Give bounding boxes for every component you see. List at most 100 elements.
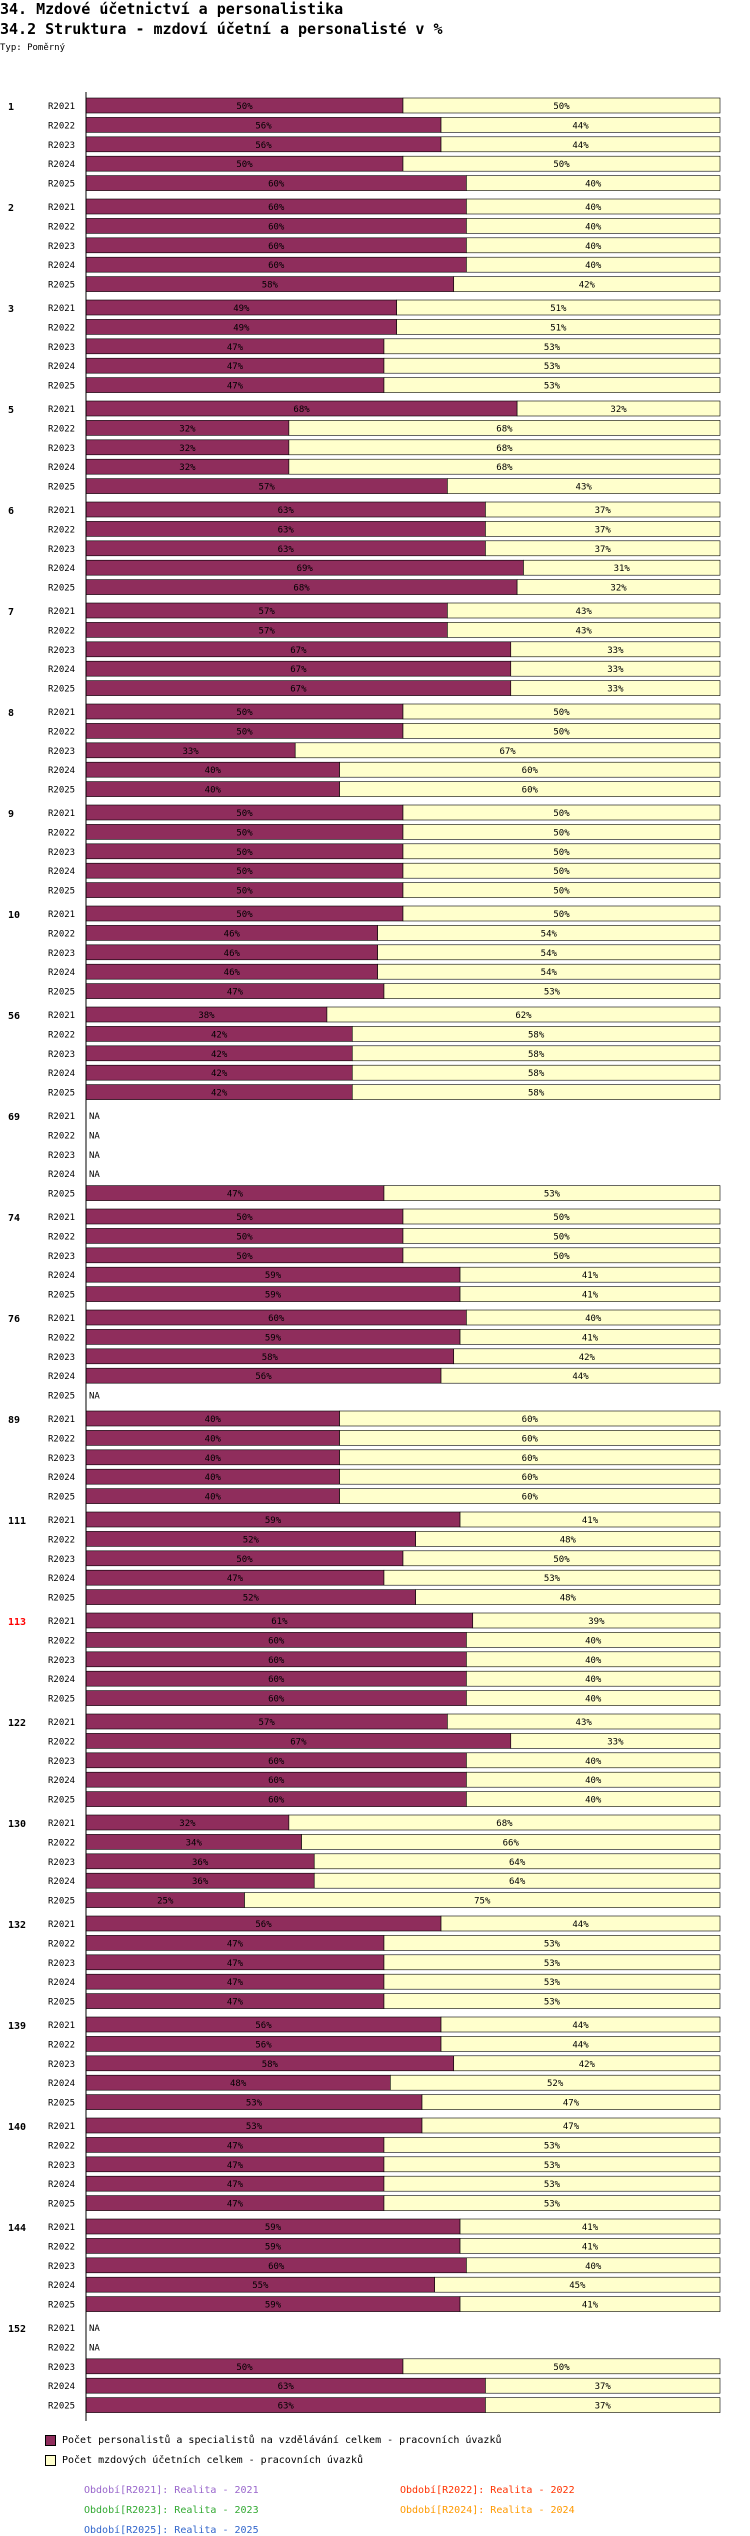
bar-segment-series2 — [440, 2016, 721, 2033]
data-label-series2: 50% — [553, 828, 570, 838]
period-label: R2023 — [48, 1252, 75, 1262]
data-label-series2: 53% — [544, 1939, 561, 1949]
period-label: R2025 — [48, 281, 75, 291]
data-label-series2: 52% — [547, 2079, 564, 2089]
period-label: R2022 — [48, 1636, 75, 1646]
period-label: R2021 — [48, 1112, 75, 1122]
data-label-series2: 53% — [544, 382, 561, 392]
data-label-series2: 40% — [585, 203, 602, 213]
bar-segment-series2 — [288, 420, 721, 436]
data-label-series2: 53% — [544, 1978, 561, 1988]
period-label: R2023 — [48, 2363, 75, 2373]
data-label-series1: 50% — [236, 1252, 253, 1262]
period-label: R2023 — [48, 1454, 75, 1464]
data-label-series1: 50% — [236, 828, 253, 838]
data-label-series1: 42% — [211, 1069, 228, 1079]
group-label-144: 144 — [8, 2223, 26, 2234]
data-label-series1: 59% — [265, 2223, 282, 2233]
page-subtitle: 34.2 Struktura - mzdoví účetní a persona… — [0, 20, 443, 38]
bar-segment-series2 — [339, 781, 721, 797]
period-label: R2024 — [48, 766, 75, 776]
data-label-series1: 50% — [236, 727, 253, 737]
data-label-series2: 66% — [503, 1838, 520, 1848]
period-label: R2025 — [48, 1392, 75, 1402]
data-label-series2: 37% — [595, 2382, 612, 2392]
data-label-series1: 49% — [233, 304, 250, 314]
data-label-series1: 47% — [227, 1978, 244, 1988]
data-label-series1: 50% — [236, 910, 253, 920]
period-label: R2021 — [48, 1819, 75, 1829]
data-label-series2: 60% — [522, 766, 539, 776]
bar-segment-series2 — [523, 559, 721, 576]
data-label-series2: 32% — [610, 584, 627, 594]
period-label: R2023 — [48, 1858, 75, 1868]
data-label-series1: 40% — [205, 1434, 222, 1444]
data-label-series1: 67% — [290, 665, 307, 675]
data-label-series2: 40% — [585, 1314, 602, 1324]
group-label-8: 8 — [8, 708, 14, 719]
data-label-series2: 53% — [544, 1959, 561, 1969]
bar-segment-series2 — [510, 1733, 721, 1749]
bar-segment-series2 — [402, 1550, 721, 1567]
data-label-series1: 58% — [262, 2060, 279, 2070]
data-label-series1: 47% — [227, 343, 244, 353]
data-label-series2: 43% — [576, 626, 593, 636]
period-legend-3: Období[R2023]: Realita - 2023 — [84, 2505, 259, 2516]
group-label-3: 3 — [8, 304, 14, 315]
bar-segment-series2 — [339, 1488, 721, 1504]
data-label-series1: 50% — [236, 2363, 253, 2373]
period-label: R2025 — [48, 584, 75, 594]
data-label-series1: 57% — [259, 483, 276, 493]
period-label: R2022 — [48, 2343, 75, 2353]
bar-segment-series2 — [510, 641, 721, 658]
data-label-series2: 41% — [582, 1291, 599, 1301]
period-label: R2022 — [48, 1838, 75, 1848]
period-label: R2022 — [48, 727, 75, 737]
period-label: R2022 — [48, 424, 75, 434]
period-label: R2021 — [48, 2021, 75, 2031]
data-label-series1: 47% — [227, 382, 244, 392]
data-label-series2: 40% — [585, 1675, 602, 1685]
data-label-series2: 39% — [588, 1617, 605, 1627]
bar-segment-series2 — [396, 299, 721, 316]
bar-segment-series2 — [459, 1286, 721, 1302]
data-label-series2: 53% — [544, 988, 561, 998]
data-label-series2: 40% — [585, 2262, 602, 2272]
period-label: R2023 — [48, 1151, 75, 1161]
bar-segment-series2 — [485, 501, 721, 518]
period-label: R2024 — [48, 564, 75, 574]
data-label-series2: 33% — [607, 1737, 624, 1747]
bar-segment-series2 — [447, 478, 721, 494]
bar-segment-series2 — [516, 400, 721, 417]
period-label: R2021 — [48, 203, 75, 213]
data-label-series2: 68% — [496, 1819, 513, 1829]
period-label: R2022 — [48, 121, 75, 131]
period-label: R2024 — [48, 1069, 75, 1079]
period-label: R2022 — [48, 2242, 75, 2252]
data-label-series1: 60% — [268, 222, 285, 232]
period-legend-5: Období[R2025]: Realita - 2025 — [84, 2525, 259, 2536]
data-label-series2: 50% — [553, 910, 570, 920]
period-label: R2021 — [48, 2324, 75, 2334]
data-label-series1: 50% — [236, 708, 253, 718]
period-label: R2025 — [48, 2402, 75, 2412]
period-label: R2023 — [48, 1656, 75, 1666]
data-label-series1: 47% — [227, 1998, 244, 2008]
group-label-5: 5 — [8, 405, 14, 416]
data-label-series2: 54% — [541, 968, 558, 978]
na-label: NA — [89, 1392, 100, 1402]
data-label-series1: 40% — [205, 1473, 222, 1483]
period-label: R2024 — [48, 968, 75, 978]
bar-segment-series2 — [351, 1084, 721, 1100]
data-label-series1: 47% — [227, 1939, 244, 1949]
bar-segment-series2 — [466, 256, 721, 273]
data-label-series2: 40% — [585, 1656, 602, 1666]
bar-segment-series2 — [421, 2094, 721, 2110]
period-label: R2022 — [48, 626, 75, 636]
data-label-series2: 31% — [614, 564, 631, 574]
data-label-series2: 41% — [582, 1271, 599, 1281]
data-label-series2: 50% — [553, 2363, 570, 2373]
group-label-56: 56 — [8, 1011, 20, 1022]
bar-segment-series2 — [383, 1973, 721, 1990]
period-label: R2025 — [48, 1190, 75, 1200]
